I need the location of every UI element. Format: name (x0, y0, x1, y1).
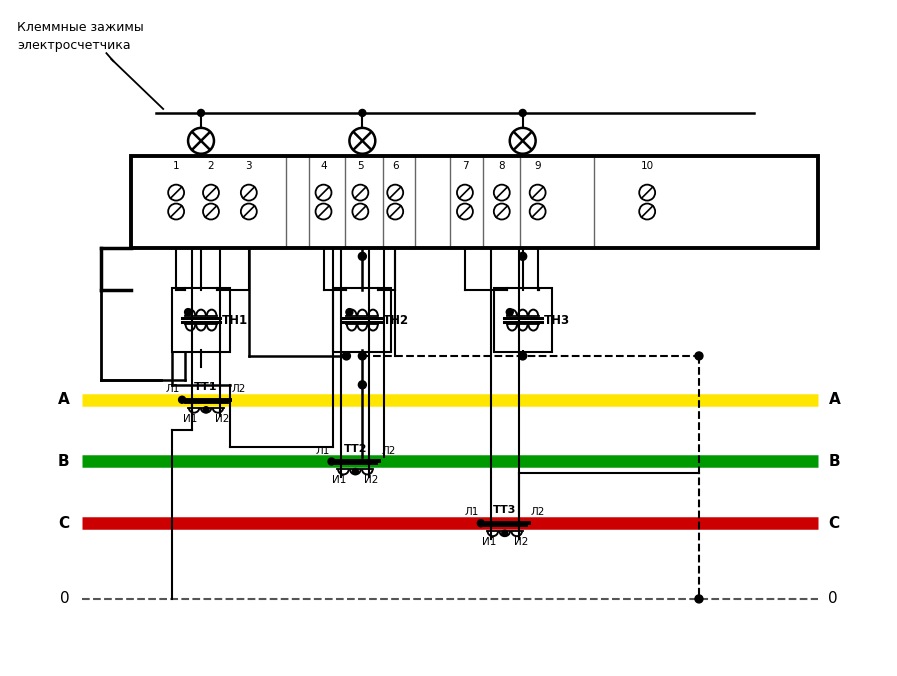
Circle shape (346, 309, 353, 316)
Text: Л2: Л2 (531, 507, 545, 517)
Circle shape (353, 468, 359, 475)
Circle shape (501, 530, 508, 536)
Circle shape (179, 396, 186, 403)
Text: 2: 2 (208, 161, 214, 171)
Text: Л1: Л1 (315, 445, 329, 456)
Text: TH1: TH1 (222, 314, 248, 327)
Circle shape (359, 352, 366, 360)
Text: TT2: TT2 (344, 443, 367, 454)
Text: 0: 0 (829, 592, 838, 606)
Circle shape (343, 352, 351, 360)
Text: 8: 8 (499, 161, 505, 171)
Text: И2: И2 (364, 475, 379, 485)
Text: TT1: TT1 (195, 382, 218, 392)
Text: B: B (58, 454, 70, 469)
Circle shape (695, 595, 703, 603)
Circle shape (359, 110, 366, 116)
Circle shape (203, 407, 209, 412)
Text: A: A (57, 392, 70, 407)
Text: TH3: TH3 (544, 314, 570, 327)
Text: И2: И2 (214, 414, 229, 424)
Circle shape (518, 352, 527, 360)
Text: 4: 4 (320, 161, 327, 171)
Text: И1: И1 (332, 475, 346, 485)
Text: A: A (829, 392, 840, 407)
Circle shape (185, 309, 192, 316)
Circle shape (695, 352, 703, 360)
Text: Л2: Л2 (232, 384, 247, 393)
Circle shape (359, 252, 366, 260)
Text: 9: 9 (535, 161, 541, 171)
Text: TH2: TH2 (383, 314, 409, 327)
Text: TT3: TT3 (493, 505, 517, 515)
Circle shape (328, 458, 335, 465)
Circle shape (519, 110, 527, 116)
Text: 3: 3 (246, 161, 252, 171)
Text: И1: И1 (482, 537, 496, 547)
Circle shape (518, 252, 527, 260)
Text: Л1: Л1 (166, 384, 180, 393)
Bar (131, 155, 818, 248)
Text: И1: И1 (183, 414, 197, 424)
Text: 10: 10 (640, 161, 654, 171)
Text: 6: 6 (392, 161, 398, 171)
Text: C: C (829, 516, 840, 531)
Text: 0: 0 (60, 592, 70, 606)
Circle shape (477, 520, 484, 527)
Circle shape (506, 309, 513, 316)
Text: C: C (58, 516, 70, 531)
Text: 1: 1 (173, 161, 179, 171)
Text: 5: 5 (357, 161, 363, 171)
Text: Л1: Л1 (465, 507, 479, 517)
Circle shape (359, 381, 366, 389)
Text: Л2: Л2 (381, 445, 396, 456)
Bar (334, 288, 391, 352)
Bar (494, 288, 552, 352)
Bar (172, 288, 230, 352)
Text: И2: И2 (513, 537, 528, 547)
Circle shape (197, 110, 205, 116)
Text: 7: 7 (462, 161, 468, 171)
Text: B: B (829, 454, 840, 469)
Text: Клеммные зажимы
электросчетчика: Клеммные зажимы электросчетчика (17, 22, 144, 52)
